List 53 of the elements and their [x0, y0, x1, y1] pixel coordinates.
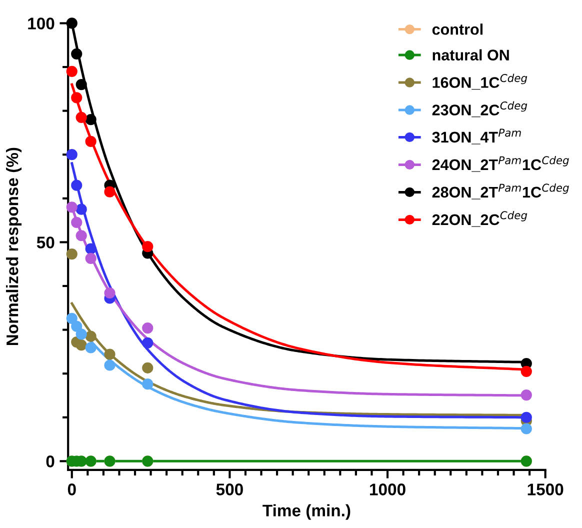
point — [85, 342, 96, 354]
point — [85, 114, 96, 126]
point — [104, 287, 116, 299]
point — [520, 389, 532, 401]
point — [66, 18, 78, 29]
point — [76, 78, 87, 90]
legend-label: 22ON_2C$^{Cdeg}$ — [432, 210, 528, 227]
point — [66, 66, 78, 77]
point — [520, 423, 532, 434]
y-axis-title: Normalized response (%) — [6, 148, 22, 346]
legend-label: 24ON_2T$^{Pam}$1C$^{Cdeg}$ — [432, 156, 569, 172]
point — [85, 243, 96, 254]
point — [520, 366, 532, 377]
point — [66, 202, 78, 213]
point — [71, 180, 82, 191]
x-tick-label: 500 — [216, 484, 243, 496]
point — [142, 322, 154, 334]
legend-label: 16ON_1C$^{Cdeg}$ — [432, 74, 528, 90]
point — [85, 136, 96, 148]
point — [76, 340, 87, 351]
x-tick-label: 1000 — [370, 484, 406, 496]
point — [71, 216, 82, 228]
point — [71, 48, 82, 60]
y-tick-label: 100 — [28, 18, 54, 30]
point — [66, 149, 78, 160]
point — [520, 412, 532, 423]
point — [85, 330, 96, 342]
legend-label: natural ON — [432, 49, 509, 61]
point — [66, 312, 78, 324]
legend-label: control — [432, 24, 482, 35]
point — [104, 360, 116, 371]
point — [71, 320, 82, 332]
x-axis-title: Time (min.) — [262, 504, 350, 520]
x-tick-label: 1500 — [528, 484, 564, 496]
point — [76, 230, 87, 242]
point — [76, 112, 87, 123]
point — [76, 328, 87, 340]
point — [76, 204, 87, 215]
y-tick-label: 0 — [46, 456, 54, 468]
point — [142, 241, 154, 252]
point — [104, 186, 116, 198]
point — [142, 362, 154, 374]
point — [66, 248, 78, 260]
point — [85, 252, 96, 264]
point — [142, 337, 154, 348]
x-tick-label: 0 — [68, 484, 76, 496]
point — [142, 378, 154, 390]
legend-label: 28ON_2T$^{Pam}$1C$^{Cdeg}$ — [432, 183, 569, 200]
y-tick-label: 50 — [36, 236, 54, 248]
point — [104, 348, 116, 360]
legend-label: 31ON_4T$^{Pam}$ — [432, 128, 521, 144]
point — [71, 92, 82, 104]
legend-label: 23ON_2C$^{Cdeg}$ — [432, 101, 528, 118]
